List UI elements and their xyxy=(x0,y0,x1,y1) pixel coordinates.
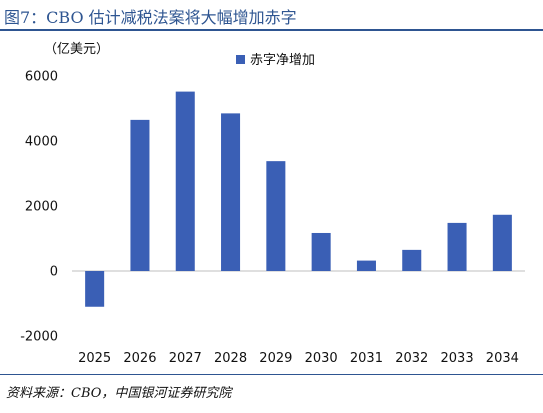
bar-2032 xyxy=(402,249,422,271)
figure-title: 图7：CBO 估计减税法案将大幅增加赤字 xyxy=(4,8,297,27)
y-tick-label: -2000 xyxy=(20,330,58,345)
source-note: 资料来源：CBO，中国银河证券研究院 xyxy=(6,386,232,401)
bar-2029 xyxy=(266,161,286,271)
x-axis: 2025 2026 2027 2028 2029 2030 2031 2032 2033 2034 xyxy=(78,351,519,366)
x-tick-label: 2027 xyxy=(169,351,202,366)
bar-2025 xyxy=(85,271,105,307)
x-tick-label: 2031 xyxy=(350,351,383,366)
y-tick-label: 0 xyxy=(50,265,58,280)
bar-2033 xyxy=(447,222,467,271)
footer-rule xyxy=(0,374,543,375)
x-tick-label: 2033 xyxy=(441,351,474,366)
x-tick-label: 2032 xyxy=(395,351,428,366)
title-bar: 图7：CBO 估计减税法案将大幅增加赤字 xyxy=(0,0,543,31)
bar-2027 xyxy=(175,91,195,271)
y-tick-label: 6000 xyxy=(25,70,58,85)
bar-2026 xyxy=(130,119,150,271)
bar-2028 xyxy=(221,113,241,271)
x-tick-label: 2026 xyxy=(123,351,156,366)
x-tick-label: 2034 xyxy=(486,351,519,366)
y-tick-label: 4000 xyxy=(25,135,58,150)
legend-swatch xyxy=(236,55,245,64)
y-tick-label: 2000 xyxy=(25,200,58,215)
bar-series xyxy=(85,91,512,307)
unit-label: （亿美元） xyxy=(44,42,110,57)
x-tick-label: 2028 xyxy=(214,351,247,366)
legend-label: 赤字净增加 xyxy=(250,53,315,68)
bar-2030 xyxy=(311,232,331,271)
x-tick-label: 2030 xyxy=(305,351,338,366)
y-axis: -2000 0 2000 4000 6000 xyxy=(20,70,58,345)
x-tick-label: 2025 xyxy=(78,351,111,366)
title-underline xyxy=(0,29,543,31)
legend: 赤字净增加 xyxy=(236,53,315,68)
bar-2031 xyxy=(356,260,376,271)
x-tick-label: 2029 xyxy=(259,351,292,366)
bar-2034 xyxy=(492,214,512,271)
